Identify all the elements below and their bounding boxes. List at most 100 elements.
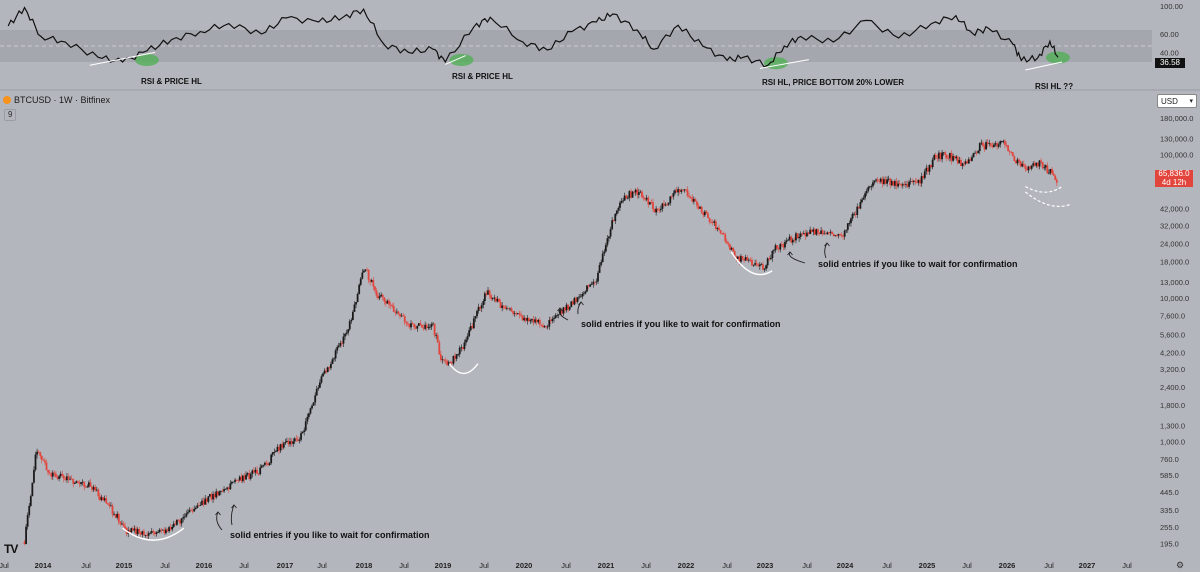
candle-body <box>1019 161 1022 167</box>
candle-body <box>364 269 367 271</box>
candle-body <box>353 304 356 312</box>
candle-body <box>180 518 183 524</box>
y-tick-label: 4,200.0 <box>1160 348 1185 357</box>
candle-body <box>317 387 320 390</box>
rsi-trendline <box>445 55 466 65</box>
candle-body <box>639 191 642 193</box>
candle-body <box>72 478 75 484</box>
candle-body <box>279 444 282 451</box>
candle-body <box>1027 166 1030 171</box>
candle-body <box>521 315 524 321</box>
candle-body <box>281 444 284 448</box>
currency-label: USD <box>1161 97 1178 106</box>
candle-body <box>135 528 137 535</box>
candle-body <box>804 233 807 237</box>
tradingview-logo-icon[interactable]: TV <box>4 542 18 556</box>
candle-body <box>254 469 257 473</box>
candle-body <box>502 305 505 307</box>
y-tick-label: 130,000.0 <box>1160 134 1193 143</box>
candle-body <box>472 318 475 329</box>
candle-body <box>199 504 202 506</box>
symbol-header[interactable]: BTCUSD · 1W · Bitfinex <box>3 95 110 105</box>
candle-body <box>766 258 769 266</box>
candle-body <box>432 323 434 325</box>
candle-body <box>375 290 378 296</box>
candle-body <box>606 238 609 245</box>
candle-body <box>532 319 535 323</box>
candle-body <box>834 235 837 237</box>
candle-body <box>708 217 711 222</box>
candle-body <box>674 190 676 194</box>
y-tick-label: 5,600.0 <box>1160 330 1185 339</box>
candle-body <box>1054 175 1057 180</box>
y-tick-label: 2,400.0 <box>1160 383 1185 392</box>
candle-body <box>872 182 874 187</box>
candle-body <box>168 527 170 532</box>
candle-body <box>119 521 122 524</box>
candle-body <box>911 181 914 183</box>
candle-body <box>925 167 928 172</box>
candle-body <box>220 490 222 492</box>
candle-body <box>224 488 227 490</box>
candle-body <box>820 230 823 234</box>
candle-body <box>367 269 370 280</box>
candle-body <box>139 532 142 535</box>
candle-body <box>790 236 793 243</box>
gear-icon[interactable]: ⚙ <box>1176 560 1185 570</box>
candle-body <box>275 451 277 453</box>
candle-body <box>1011 152 1014 157</box>
candle-body <box>876 179 879 181</box>
candle-body <box>923 171 926 179</box>
rsi-tick-label: 60.00 <box>1160 30 1179 39</box>
candle-body <box>105 498 108 504</box>
indicator-badge[interactable]: 9 <box>4 109 17 121</box>
candle-body <box>669 196 672 203</box>
candle-body <box>884 179 887 184</box>
candle-body <box>590 284 593 285</box>
candle-body <box>419 323 422 325</box>
candle-body <box>243 475 246 480</box>
candle-body <box>447 362 450 365</box>
candle-body <box>325 370 328 372</box>
candle-body <box>881 178 884 184</box>
candle-body <box>304 421 307 431</box>
candle-body <box>868 186 871 188</box>
candle-body <box>435 335 438 337</box>
candle-body <box>488 290 491 296</box>
candle-body <box>754 263 757 265</box>
candle-body <box>666 204 669 206</box>
currency-select[interactable]: USD ▾ <box>1157 94 1197 108</box>
candle-body <box>84 486 87 488</box>
candle-body <box>174 523 177 525</box>
candle-body <box>812 229 815 232</box>
candle-body <box>721 233 724 234</box>
candle-body <box>75 481 78 484</box>
candle-body <box>355 301 357 305</box>
candle-body <box>928 164 931 172</box>
candle-body <box>551 318 554 322</box>
candle-body <box>460 347 463 348</box>
rsi-tick-label: 40.00 <box>1160 48 1179 57</box>
candle-body <box>584 291 587 294</box>
candle-body <box>686 189 689 196</box>
candle-body <box>91 486 93 490</box>
candle-body <box>44 460 46 463</box>
candle-body <box>172 523 175 527</box>
candle-body <box>799 233 802 237</box>
candle-body <box>835 235 838 237</box>
candle-body <box>403 316 406 323</box>
candle-body <box>714 221 717 229</box>
candle-body <box>749 259 752 261</box>
bar-countdown: 4d 12h <box>1161 177 1187 187</box>
candle-body <box>895 181 898 187</box>
candle-body <box>221 490 224 492</box>
candle-body <box>1055 179 1058 183</box>
candle-body <box>450 362 453 364</box>
candle-body <box>798 236 801 239</box>
candle-body <box>801 233 804 235</box>
candle-body <box>133 528 136 531</box>
candle-body <box>150 531 153 533</box>
candle-body <box>388 300 390 305</box>
y-tick-label: 585.0 <box>1160 471 1179 480</box>
